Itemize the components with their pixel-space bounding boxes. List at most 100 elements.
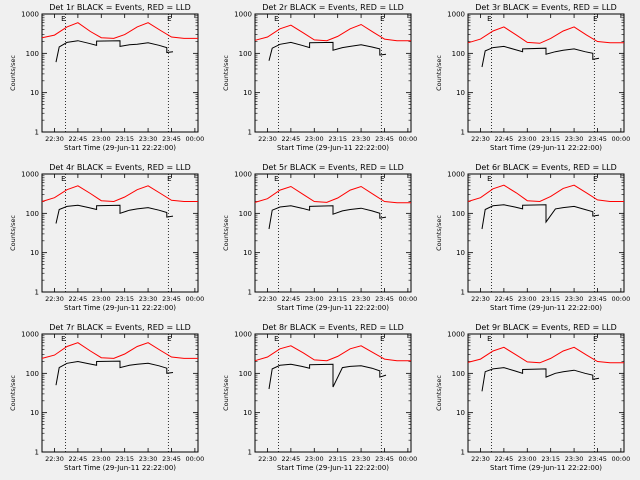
x-axis-label: Start Time (29-Jun-11 22:22:00) [277, 304, 389, 312]
x-tick-label: 22:45 [69, 455, 88, 463]
y-tick-label: 10 [30, 249, 39, 257]
y-tick-label: 1 [248, 449, 252, 457]
x-tick-label: 23:00 [305, 455, 324, 463]
x-tick-label: 23:15 [115, 295, 134, 303]
y-tick-label: 1000 [234, 331, 252, 339]
time-marker-label: E [274, 15, 278, 23]
time-marker-label: E [593, 175, 597, 183]
y-tick-label: 10 [30, 409, 39, 417]
x-tick-label: 23:15 [115, 135, 134, 143]
y-axis-label: Counts/sec [222, 55, 230, 91]
time-marker-label: E [167, 335, 171, 343]
plot-frame [467, 173, 625, 293]
y-axis-label: Counts/sec [435, 215, 443, 251]
x-tick-label: 23:30 [352, 455, 371, 463]
x-axis-label: Start Time (29-Jun-11 22:22:00) [490, 144, 602, 152]
x-tick-label: 22:30 [45, 295, 64, 303]
x-tick-label: 23:30 [352, 135, 371, 143]
y-tick-label: 100 [239, 210, 252, 218]
y-tick-label: 10 [456, 249, 465, 257]
y-tick-label: 1 [35, 449, 39, 457]
x-tick-label: 00:00 [399, 135, 418, 143]
x-tick-label: 00:00 [612, 455, 631, 463]
series-line-events [268, 363, 387, 390]
y-tick-label: 1000 [447, 331, 465, 339]
x-tick-label: 23:30 [139, 455, 158, 463]
x-tick-label: 22:30 [258, 135, 277, 143]
x-tick-label: 23:00 [305, 295, 324, 303]
y-tick-label: 1000 [234, 11, 252, 19]
x-tick-label: 22:45 [282, 295, 301, 303]
y-tick-label: 1000 [447, 11, 465, 19]
x-tick-label: 23:45 [375, 455, 394, 463]
x-tick-label: 23:15 [328, 295, 347, 303]
y-tick-label: 1000 [21, 11, 39, 19]
x-tick-label: 23:30 [565, 295, 584, 303]
x-axis-label: Start Time (29-Jun-11 22:22:00) [490, 464, 602, 472]
x-tick-label: 22:45 [495, 295, 514, 303]
time-marker-label: E [61, 175, 65, 183]
series-line-lld [41, 342, 198, 359]
time-marker-label: E [487, 175, 491, 183]
series-line-events [268, 205, 387, 230]
x-tick-label: 23:45 [375, 135, 394, 143]
chart-panel-det-4r: Det 4r BLACK = Events, RED = LLD 1 10 100 10… [9, 163, 204, 312]
plot-frame [467, 13, 625, 133]
time-marker-label: E [167, 15, 171, 23]
y-tick-label: 1000 [234, 171, 252, 179]
x-tick-label: 00:00 [186, 135, 205, 143]
x-tick-label: 23:00 [518, 295, 537, 303]
y-tick-label: 10 [243, 89, 252, 97]
x-tick-label: 23:30 [565, 455, 584, 463]
plot-frame [254, 173, 412, 293]
y-tick-label: 1 [248, 129, 252, 137]
x-tick-label: 22:45 [69, 295, 88, 303]
time-marker-label: E [274, 335, 278, 343]
chart-panel-det-5r: Det 5r BLACK = Events, RED = LLD 1 10 100 10… [222, 163, 417, 312]
series-line-lld [467, 346, 624, 364]
series-line-events [55, 360, 174, 386]
x-tick-label: 23:15 [541, 135, 560, 143]
chart-title: Det 4r BLACK = Events, RED = LLD [49, 163, 191, 172]
time-marker-label: E [380, 335, 384, 343]
chart-title: Det 6r BLACK = Events, RED = LLD [475, 163, 617, 172]
y-tick-label: 10 [30, 89, 39, 97]
x-tick-label: 22:30 [471, 295, 490, 303]
x-tick-label: 23:00 [92, 295, 111, 303]
y-tick-label: 1000 [21, 331, 39, 339]
y-tick-label: 1 [461, 129, 465, 137]
x-tick-label: 23:15 [541, 455, 560, 463]
chart-title: Det 7r BLACK = Events, RED = LLD [49, 323, 191, 332]
time-marker-label: E [593, 15, 597, 23]
y-tick-label: 100 [26, 50, 39, 58]
x-tick-label: 23:45 [588, 295, 607, 303]
x-tick-label: 23:30 [139, 295, 158, 303]
x-tick-label: 23:30 [139, 135, 158, 143]
x-tick-label: 23:45 [588, 135, 607, 143]
x-tick-label: 23:45 [162, 135, 181, 143]
chart-panel-det-8r: Det 8r BLACK = Events, RED = LLD 1 10 100 10… [222, 323, 418, 472]
x-tick-label: 22:45 [495, 135, 514, 143]
series-line-events [55, 40, 174, 63]
series-line-lld [254, 345, 411, 362]
x-tick-label: 00:00 [612, 295, 631, 303]
x-tick-label: 00:00 [186, 455, 205, 463]
y-tick-label: 10 [243, 409, 252, 417]
plot-frame [254, 333, 412, 453]
y-tick-label: 1 [248, 289, 252, 297]
x-axis-label: Start Time (29-Jun-11 22:22:00) [277, 464, 389, 472]
y-tick-label: 1 [461, 449, 465, 457]
y-axis-label: Counts/sec [9, 215, 17, 251]
x-tick-label: 23:15 [541, 295, 560, 303]
x-tick-label: 23:15 [115, 455, 134, 463]
series-line-lld [254, 185, 411, 204]
x-tick-label: 23:15 [328, 135, 347, 143]
series-line-lld [41, 22, 198, 39]
plot-frame [41, 173, 199, 293]
x-tick-label: 22:30 [258, 295, 277, 303]
x-tick-label: 00:00 [399, 455, 418, 463]
chart-panel-det-7r: Det 7r BLACK = Events, RED = LLD 1 10 100 10… [9, 323, 205, 472]
x-tick-label: 22:45 [495, 455, 514, 463]
y-tick-label: 1000 [21, 171, 39, 179]
